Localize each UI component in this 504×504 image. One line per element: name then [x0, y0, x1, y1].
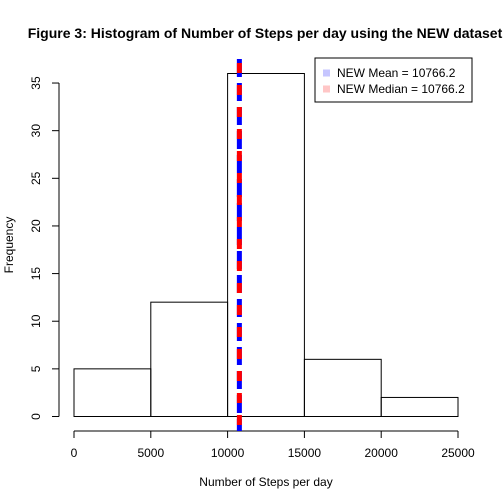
- histogram-bar-2: [150, 301, 229, 417]
- histogram-bar-3: [227, 73, 305, 417]
- y-tick-label-4: 15: [29, 267, 43, 281]
- chart-title: Figure 3: Histogram of Number of Steps p…: [28, 25, 503, 41]
- legend-swatch-1: [323, 69, 330, 77]
- plot-area: 0 5000 10000 15000 20000 25000 0 5 10 15 20 25 30 35 N…: [29, 57, 475, 460]
- x-tick-label-5: 20000: [365, 446, 399, 460]
- histogram-bar-4: [303, 358, 382, 418]
- y-tick-label-3: 10: [29, 314, 43, 328]
- y-tick-label-6: 25: [29, 171, 43, 185]
- x-tick-label-2: 5000: [137, 446, 164, 460]
- x-tick-label-4: 15000: [288, 446, 322, 460]
- y-axis-label: Frequency: [2, 217, 16, 274]
- legend-box: [314, 57, 473, 103]
- y-tick-label-2: 5: [29, 365, 43, 372]
- legend-swatch-2: [323, 85, 330, 93]
- y-tick-label-1: 0: [29, 413, 43, 420]
- y-tick-label-5: 20: [29, 219, 43, 233]
- legend-label-2: NEW Median = 10766.2: [337, 82, 465, 96]
- x-tick-label-3: 10000: [211, 446, 245, 460]
- x-tick-label-1: 0: [71, 446, 78, 460]
- y-tick-label-8: 35: [29, 76, 43, 90]
- histogram-bar-1: [73, 368, 152, 418]
- y-tick-label-7: 30: [29, 124, 43, 138]
- histogram-bar-5: [380, 396, 459, 418]
- x-tick-label-6: 25000: [441, 446, 475, 460]
- x-axis-label: Number of Steps per day: [199, 475, 332, 489]
- legend-label-1: NEW Mean = 10766.2: [337, 66, 456, 80]
